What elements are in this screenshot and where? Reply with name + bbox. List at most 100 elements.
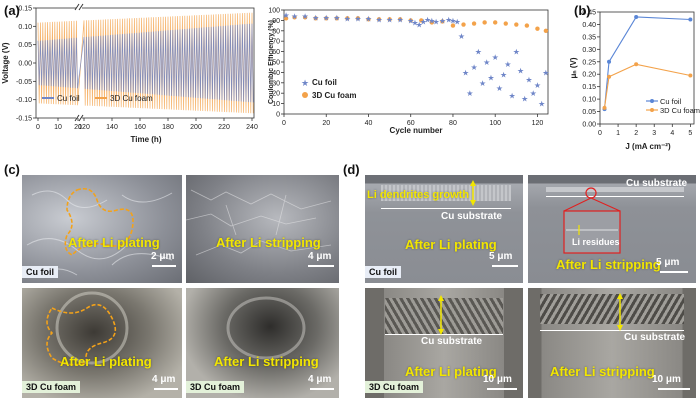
cu-substrate-label: Cu substrate — [624, 332, 686, 343]
y-tick-label: 0.00 — [18, 61, 32, 68]
y-tick-label: 0.15 — [582, 84, 596, 91]
sem-3d-cu-foam-stripping: After Li stripping 3D Cu foam 4 μm — [186, 288, 339, 398]
fib-cu-foil-plating: Li dendrites growth Cu substrate After L… — [365, 175, 523, 283]
panel-label-a: (a) — [4, 3, 20, 18]
legend-label-3d-cu-foam: 3D Cu foam — [110, 94, 153, 103]
point-3d-cu-foam — [634, 62, 639, 67]
point-cu-foil: ★ — [397, 15, 404, 24]
point-cu-foil: ★ — [525, 76, 532, 85]
legend: Cu foil 3D Cu foam — [42, 94, 153, 103]
y-tick-label: 80 — [272, 28, 280, 35]
li-residues-label: Li residues — [572, 237, 620, 247]
sem-cu-foil-plating: After Li plating Cu foil 2 μm — [22, 175, 182, 283]
y-tick-label: 0.20 — [582, 72, 596, 79]
x-tick-label: 240 — [246, 124, 258, 131]
dendrites-growth-label: Li dendrites growth — [367, 189, 470, 201]
x-tick-label: 4 — [670, 130, 674, 137]
x-ticks: 0 1 2 3 4 5 — [598, 124, 692, 137]
plating-label: After Li plating — [405, 364, 497, 379]
x-tick-label: 3 — [652, 130, 656, 137]
point-cu-foil: ★ — [354, 14, 361, 23]
scale-label: 10 μm — [483, 374, 512, 385]
cu-substrate-label: Cu substrate — [626, 178, 688, 189]
legend: ★ Cu foil 3D Cu foam — [301, 78, 356, 100]
scale-label: 5 μm — [656, 257, 680, 268]
y-tick-label: 20 — [272, 91, 280, 98]
foam-deposit — [385, 298, 503, 334]
sem-3d-cu-foam-plating: After Li plating 3D Cu foam 4 μm — [22, 288, 182, 398]
point-cu-foil: ★ — [509, 91, 516, 100]
substrate-line — [381, 208, 511, 209]
y-tick-label: -0.10 — [16, 97, 32, 104]
point-3d-cu-foam — [440, 19, 445, 24]
y-ticks: -0.15 -0.10 -0.05 0.00 0.05 0.10 0.15 — [16, 6, 36, 123]
x-tick-label: 200 — [190, 124, 202, 131]
point-cu-foil: ★ — [538, 100, 545, 109]
legend-label-cu-foil: Cu foil — [312, 78, 337, 87]
point-cu-foil: ★ — [466, 89, 473, 98]
voltage-time-chart: -0.15 -0.10 -0.05 0.00 0.05 0.10 0.15 0 10 20120… — [1, 3, 258, 144]
legend-marker-3d-cu-foam — [302, 92, 308, 98]
point-cu-foil: ★ — [449, 16, 456, 25]
y-tick-label: 0.05 — [582, 109, 596, 116]
fib-3d-cu-foam-plating: Cu substrate After Li plating 3D Cu foam… — [365, 288, 523, 398]
point-3d-cu-foam — [450, 23, 456, 28]
point-3d-cu-foam — [355, 16, 361, 21]
x-tick-label: 220 — [218, 124, 230, 131]
legend-label-cu-foil: Cu foil — [57, 94, 80, 103]
cu-substrate-label: Cu substrate — [421, 336, 483, 347]
point-3d-cu-foam — [292, 15, 297, 20]
point-cu-foil: ★ — [492, 53, 499, 62]
scale-bar — [308, 265, 334, 267]
y-tick-label: 30 — [272, 80, 280, 87]
y-tick-label: 90 — [272, 18, 280, 25]
y-tick-label: 0.10 — [582, 97, 596, 104]
x-tick-label: 5 — [688, 130, 692, 137]
y-tick-label: 0.10 — [18, 24, 32, 31]
x-tick-label: 180 — [162, 124, 174, 131]
x-tick-label: 100 — [489, 120, 501, 127]
sample-label-3d-cu-foam: 3D Cu foam — [186, 381, 245, 393]
x-tick-label: 160 — [134, 124, 146, 131]
y-ticks: 0.00 0.05 0.10 0.15 0.20 0.25 0.30 0.35 0.40 0.45 — [582, 10, 600, 129]
point-cu-foil: ★ — [542, 68, 549, 77]
point-cu-foil: ★ — [386, 15, 393, 24]
scale-bar — [492, 265, 518, 267]
point-cu-foil: ★ — [475, 48, 482, 57]
scale-label: 4 μm — [308, 374, 332, 385]
stripping-label: After Li stripping — [550, 364, 655, 379]
y-tick-label: 0.15 — [18, 6, 32, 13]
sem-cu-foil-stripping: After Li stripping 4 μm — [186, 175, 339, 283]
point-3d-cu-foam — [419, 18, 424, 23]
plating-label: After Li plating — [68, 235, 160, 250]
overpotential-chart: 0.00 0.05 0.10 0.15 0.20 0.25 0.30 0.35 0.40 0.45… — [569, 10, 700, 152]
scale-label: 4 μm — [152, 374, 176, 385]
x-tick-label: 120 — [78, 124, 90, 131]
y-tick-label: 0.40 — [582, 22, 596, 29]
scale-bar — [487, 388, 517, 390]
axis-break-bottom — [74, 114, 84, 122]
point-cu-foil: ★ — [333, 13, 340, 22]
point-cu-foil: ★ — [517, 66, 524, 75]
y-tick-label: 0.35 — [582, 34, 596, 41]
scale-bar — [660, 271, 688, 273]
point-3d-cu-foam — [607, 74, 612, 79]
point-cu-foil: ★ — [500, 70, 507, 79]
x-axis-label: J (mA cm⁻²) — [625, 142, 671, 151]
x-tick-label: 120 — [532, 120, 544, 127]
legend-marker-cu-foil: ★ — [301, 78, 309, 88]
y-tick-label: -0.05 — [16, 79, 32, 86]
point-3d-cu-foam — [283, 16, 289, 21]
point-cu-foil: ★ — [439, 16, 446, 25]
panel-label-c: (c) — [4, 162, 20, 177]
x-tick-label: 1 — [616, 130, 620, 137]
point-cu-foil: ★ — [496, 84, 503, 93]
series-lines — [602, 14, 693, 112]
point-cu-foil: ★ — [411, 18, 418, 27]
x-tick-label: 40 — [365, 120, 373, 127]
x-tick-label: 0 — [36, 124, 40, 131]
y-tick-label: 100 — [268, 8, 280, 15]
point-3d-cu-foam — [387, 17, 392, 22]
point-3d-cu-foam — [524, 23, 530, 28]
legend-label-3d-cu-foam: 3D Cu foam — [312, 91, 356, 100]
